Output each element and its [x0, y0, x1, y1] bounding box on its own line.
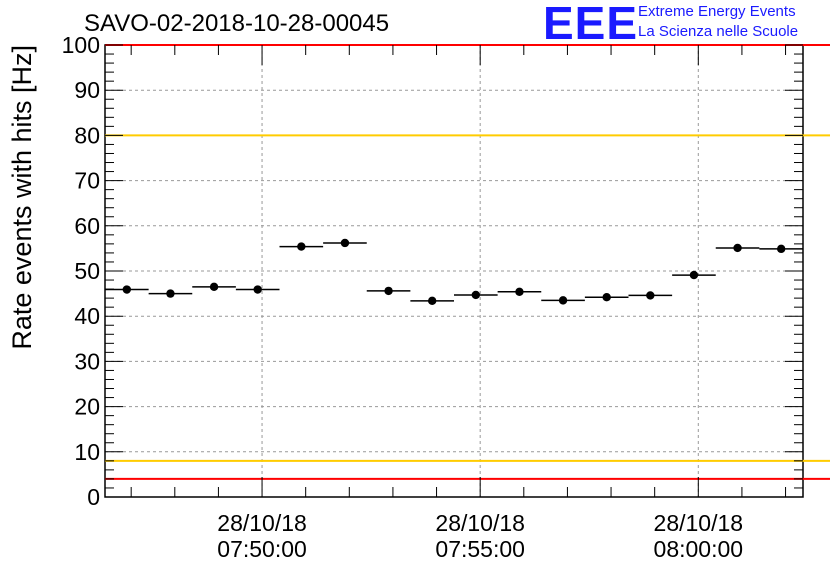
y-tick-label: 60	[74, 213, 100, 239]
logo-line-1: Extreme Energy Events	[638, 3, 796, 20]
data-point	[209, 282, 219, 292]
logo-line-2: La Scienza nelle Scuole	[638, 23, 799, 40]
y-tick-label: 30	[74, 348, 100, 374]
x-tick-date: 28/10/18	[217, 510, 307, 536]
x-tick-time: 08:00:00	[654, 536, 744, 562]
y-tick-label: 100	[62, 32, 100, 58]
y-tick-label: 80	[74, 122, 100, 148]
data-point	[689, 270, 699, 280]
data-point	[471, 290, 481, 300]
y-axis-label: Rate events with hits [Hz]	[7, 45, 37, 350]
x-tick-time: 07:50:00	[217, 536, 307, 562]
data-point	[602, 293, 611, 302]
y-tick-label: 10	[74, 439, 100, 465]
data-point	[776, 244, 786, 254]
data-point	[122, 285, 132, 294]
data-point	[733, 243, 742, 253]
eee-logo: EEE	[543, 0, 639, 49]
data-point	[515, 287, 524, 296]
y-tick-label: 50	[74, 258, 100, 284]
data-point	[253, 285, 262, 294]
data-point	[427, 296, 437, 306]
y-tick-label: 20	[74, 394, 100, 420]
data-point	[646, 291, 655, 300]
y-tick-label: 90	[74, 77, 100, 103]
x-tick-date: 28/10/18	[435, 510, 525, 536]
chart-title: SAVO-02-2018-10-28-00045	[84, 10, 390, 37]
data-point	[558, 296, 568, 305]
x-tick-date: 28/10/18	[654, 510, 744, 536]
x-tick-time: 07:55:00	[435, 536, 525, 562]
data-point	[384, 286, 393, 296]
data-point	[297, 242, 306, 251]
y-tick-label: 40	[74, 303, 100, 329]
y-tick-label: 0	[87, 484, 100, 510]
data-point	[166, 289, 175, 298]
y-tick-label: 70	[74, 168, 100, 194]
data-point	[340, 238, 350, 248]
